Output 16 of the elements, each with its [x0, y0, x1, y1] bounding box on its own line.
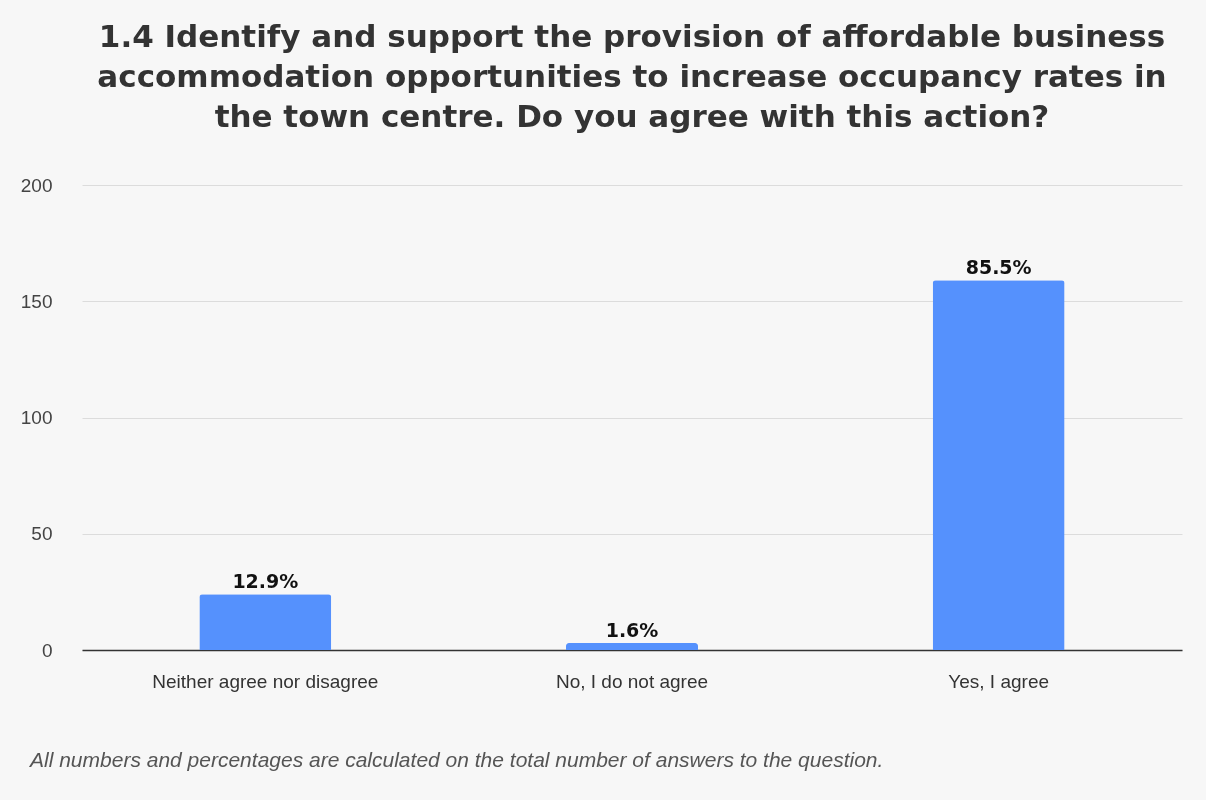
- x-tick-label: No, I do not agree: [555, 670, 709, 692]
- annotation: 12.9%: [232, 570, 299, 593]
- y-tick-label: 50: [31, 523, 53, 545]
- bar: [932, 280, 1065, 650]
- annotation: 85.5%: [965, 256, 1032, 279]
- chart-title: 1.4 Identify and support the provision of affordable business accommodation opportunities to increase occupancy rates in the town centre. Do you agree with this action?: [97, 18, 1167, 134]
- y-tick-label: 100: [20, 407, 53, 428]
- y-tick-label: 0: [41, 639, 53, 661]
- y-tick-label: 150: [20, 290, 53, 312]
- x-tick-label: Yes, I agree: [948, 670, 1050, 692]
- y-tick-label: 200: [20, 174, 53, 196]
- x-tick-label: Neither agree nor disagree: [152, 670, 379, 692]
- bar: [199, 594, 332, 650]
- text: All numbers and percentages are calculated on the total number of answers to the question.: [30, 748, 884, 772]
- bar: [566, 643, 698, 650]
- annotation: 1.6%: [605, 619, 659, 642]
